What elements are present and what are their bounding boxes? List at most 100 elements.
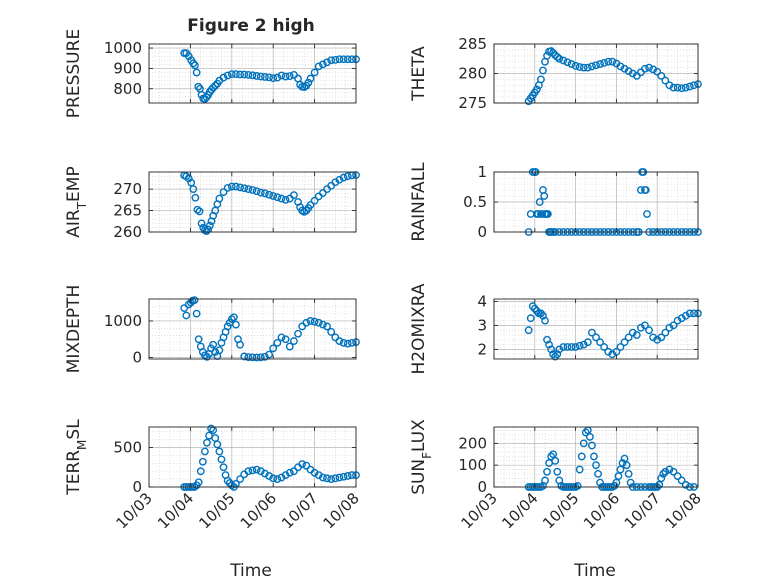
data-point [657,333,666,342]
data-point [244,71,253,79]
data-point [227,481,236,490]
data-point [539,66,547,75]
subplot-8: 010020010/0310/0410/0510/0610/0710/08SUN… [409,419,705,533]
data-point [541,476,549,485]
data-point [227,315,236,324]
data-point [579,63,588,72]
y-tick-label: 0 [477,478,487,496]
data-point [252,465,261,474]
data-point [596,60,604,68]
data-point [539,311,547,320]
data-point [596,338,604,347]
x-axis-label-right: Time [573,561,616,581]
data-point [620,454,629,463]
data-point [632,331,641,339]
data-point [624,67,633,76]
y-tick-label: 0 [132,349,142,367]
data-point [304,78,313,87]
data-point [581,428,590,437]
data-point [298,460,307,469]
data-point [614,472,623,480]
data-point [563,58,572,67]
data-point [545,340,553,349]
x-tick-label: 10/04 [154,489,197,532]
data-point [612,347,621,356]
data-point [541,316,549,325]
data-point [232,182,240,191]
data-point [244,353,253,362]
data-point [323,474,331,483]
data-point [327,181,336,190]
data-point [331,55,340,64]
data-point [198,457,207,466]
data-point [302,318,311,327]
data-point [310,68,319,77]
data-point [641,321,649,330]
data-point [244,185,253,194]
figure-title: Figure 2 high [187,16,315,36]
data-point [563,343,572,351]
data-point [604,347,613,356]
data-point [223,183,232,192]
data-point [547,452,556,461]
data-point [343,55,352,64]
axes-box [148,43,357,104]
data-point [620,64,629,73]
data-point [594,470,602,478]
data-point [281,72,290,81]
data-point [335,337,344,345]
data-point [616,465,625,474]
axes-box [493,298,699,360]
data-point [592,61,600,70]
data-point [343,472,352,480]
data-point [571,343,580,351]
data-point [628,328,637,337]
data-point [240,352,249,361]
data-point [289,191,298,200]
y-tick-label: 260 [113,223,142,241]
data-series [180,171,360,236]
data-point [588,62,596,71]
data-series [524,302,702,361]
data-point [636,186,645,194]
data-point [281,471,290,480]
data-point [269,344,278,353]
data-point [248,353,257,362]
data-point [616,62,625,71]
data-point [622,461,631,470]
data-point [600,58,609,67]
data-point [657,474,666,483]
data-point [681,83,690,92]
data-point [641,186,650,194]
data-point [347,55,356,64]
data-point [195,207,204,216]
y-tick-label: 2 [477,340,487,358]
data-point [575,63,584,71]
data-point [673,316,682,325]
data-point [553,350,562,359]
data-point [236,475,244,484]
data-point [240,184,249,193]
data-point [577,452,586,461]
data-point [252,353,261,362]
data-point [236,70,244,79]
data-point [567,60,576,68]
data-point [256,353,265,362]
data-point [256,467,265,476]
data-series [180,424,360,491]
data-point [608,350,617,359]
data-point [192,309,201,318]
data-point [265,472,273,480]
data-point [277,473,286,482]
data-point [677,476,686,485]
data-point [248,186,257,194]
data-point [269,474,278,483]
subplot-1: 800 900 1000 PRESSURE [64,29,360,118]
data-point [194,335,203,344]
data-point [232,70,240,79]
data-point [205,221,214,230]
x-tick-label: 10/06 [580,489,623,532]
data-point [310,196,319,205]
data-series [180,49,360,103]
data-point [289,337,298,345]
